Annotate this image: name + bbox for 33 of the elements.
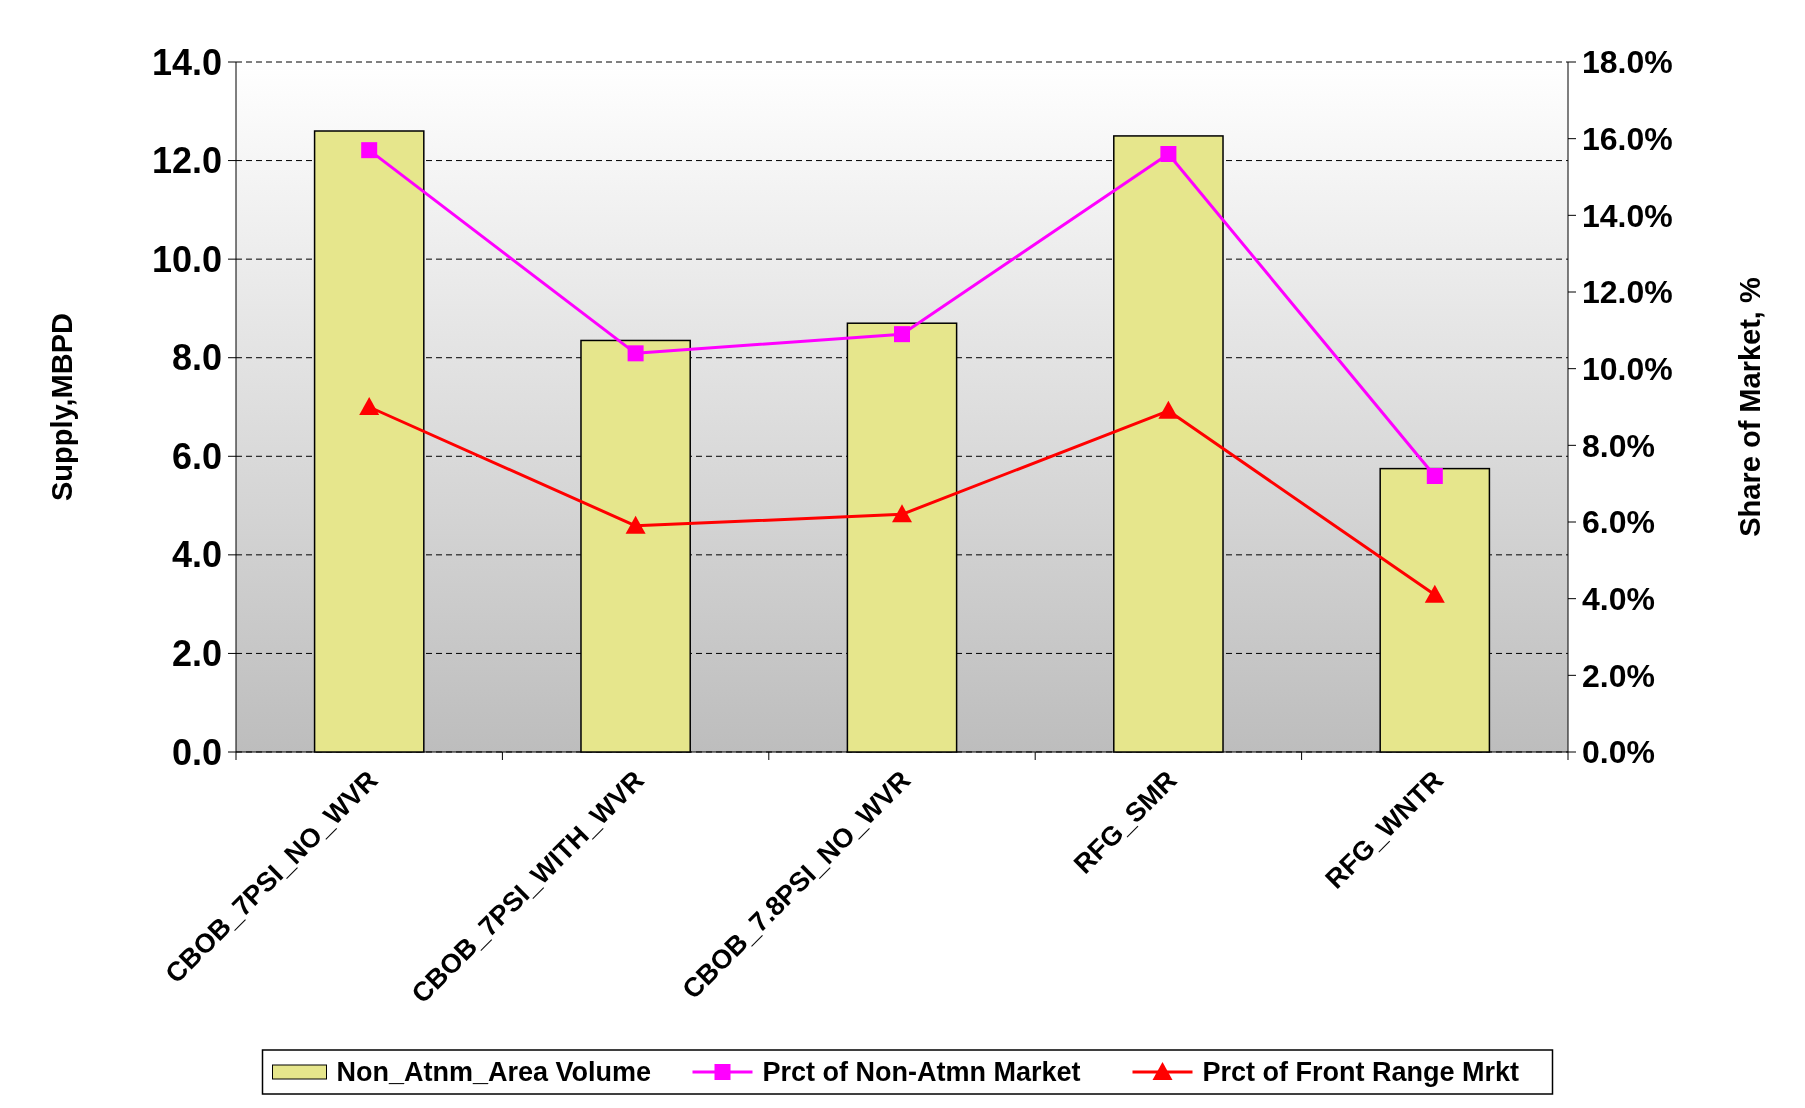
y2-tick-label: 16.0%	[1582, 120, 1673, 157]
y2-tick-label: 14.0%	[1582, 197, 1673, 234]
point	[1424, 584, 1445, 603]
y2-axis-title: Share of Market, %	[1734, 277, 1766, 537]
y-tick-label: 12.0	[151, 140, 222, 182]
y2-tick-label: 18.0%	[1582, 44, 1673, 81]
point	[892, 504, 912, 523]
point	[359, 397, 380, 415]
point	[1158, 400, 1179, 419]
y-tick-label: 2.0	[171, 633, 222, 675]
y2-tick-label: 10.0%	[1582, 350, 1673, 387]
legend-label: Prct of Non-Atmn Market	[762, 1057, 1081, 1088]
point	[894, 326, 910, 343]
point	[627, 345, 644, 362]
point	[1160, 146, 1177, 162]
y2-tick-label: 2.0%	[1582, 657, 1655, 694]
legend-label: Prct of Front Range Mrkt	[1202, 1057, 1520, 1088]
y2-tick-label: 8.0%	[1582, 427, 1655, 464]
point	[361, 142, 378, 159]
point	[625, 515, 646, 534]
y-tick-label: 8.0	[171, 337, 222, 379]
point	[1426, 468, 1443, 484]
y2-tick-label: 0.0%	[1582, 734, 1655, 771]
y2-tick-label: 6.0%	[1582, 504, 1655, 541]
y-tick-label: 6.0	[171, 435, 222, 477]
y-tick-label: 14.0	[151, 41, 222, 83]
y-axis-title: Supply,MBPD	[46, 313, 78, 501]
y2-tick-label: 12.0%	[1582, 274, 1673, 311]
legend-label: Non_Atnm_Area Volume	[336, 1057, 652, 1088]
y-tick-label: 0.0	[171, 731, 222, 773]
y2-tick-label: 4.0%	[1582, 580, 1655, 617]
y-tick-label: 4.0	[171, 534, 222, 576]
y-tick-label: 10.0	[151, 238, 222, 280]
